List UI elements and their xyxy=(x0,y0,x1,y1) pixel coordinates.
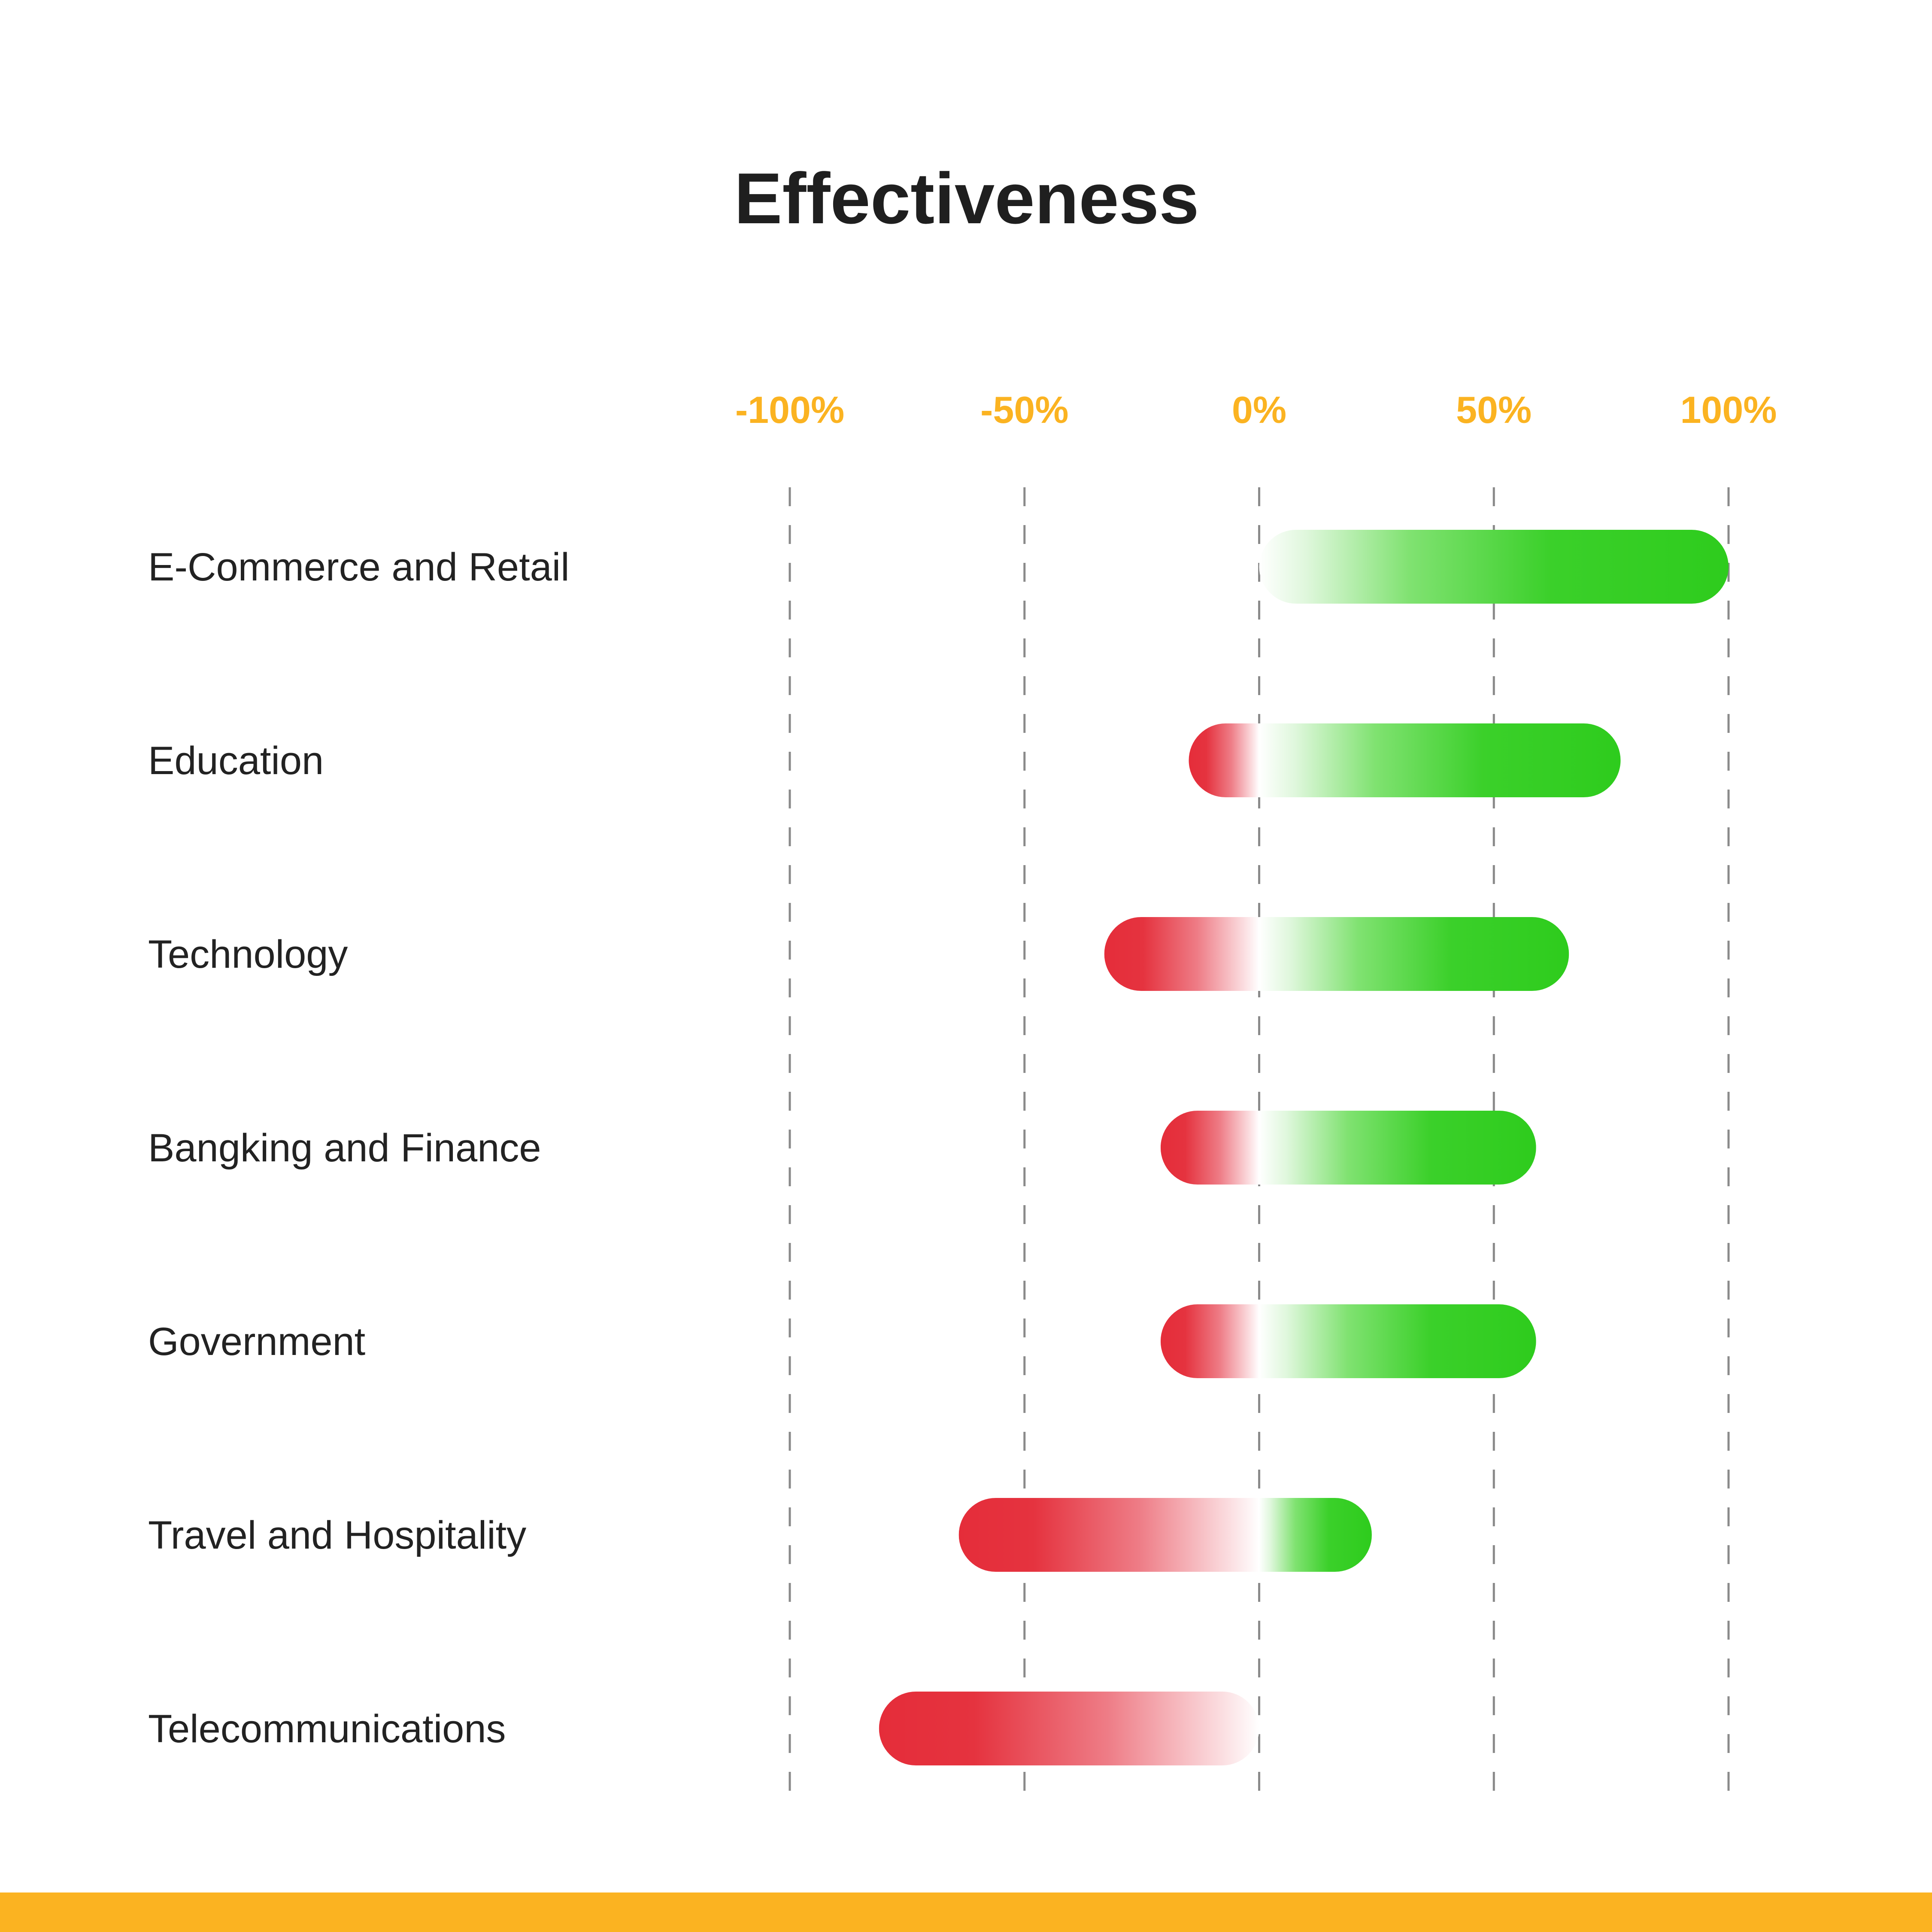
bar-negative xyxy=(958,1498,1259,1572)
bar-group xyxy=(879,1692,1259,1765)
category-label: E-Commerce and Retail xyxy=(148,545,570,589)
x-tick-label: -100% xyxy=(735,389,844,431)
bar-group xyxy=(1160,1111,1536,1185)
bar-positive xyxy=(1259,1498,1372,1572)
x-axis-ticks: -100% -50% 0% 50% 100% xyxy=(735,389,1777,431)
bar-negative xyxy=(879,1692,1259,1765)
category-label: Government xyxy=(148,1320,365,1364)
x-tick-label: 0% xyxy=(1232,389,1286,431)
bar-positive xyxy=(1259,723,1621,797)
bar-group xyxy=(1259,530,1729,604)
x-tick-label: 100% xyxy=(1680,389,1777,431)
bar-group xyxy=(958,1498,1372,1572)
bars-layer xyxy=(879,530,1729,1765)
bar-positive xyxy=(1259,917,1569,991)
bar-group xyxy=(1189,723,1621,797)
bar-group xyxy=(1160,1304,1536,1378)
bar-negative xyxy=(1104,917,1259,991)
bar-negative xyxy=(1160,1304,1259,1378)
bar-negative xyxy=(1160,1111,1259,1185)
chart-title: Effectiveness xyxy=(734,158,1199,239)
bar-positive xyxy=(1259,1304,1536,1378)
category-label: Telecommunications xyxy=(148,1707,506,1751)
category-label: Travel and Hospitality xyxy=(148,1513,526,1557)
x-tick-label: 50% xyxy=(1456,389,1532,431)
bottom-accent-bar xyxy=(0,1893,1932,1932)
bar-positive xyxy=(1259,530,1729,604)
category-labels: E-Commerce and Retail Education Technology… xyxy=(148,545,570,1751)
bar-positive xyxy=(1259,1111,1536,1185)
bar-group xyxy=(1104,917,1569,991)
x-tick-label: -50% xyxy=(980,389,1068,431)
category-label: Education xyxy=(148,739,324,783)
bar-negative xyxy=(1189,723,1259,797)
category-label: Bangking and Finance xyxy=(148,1126,541,1170)
category-label: Technology xyxy=(148,933,348,976)
